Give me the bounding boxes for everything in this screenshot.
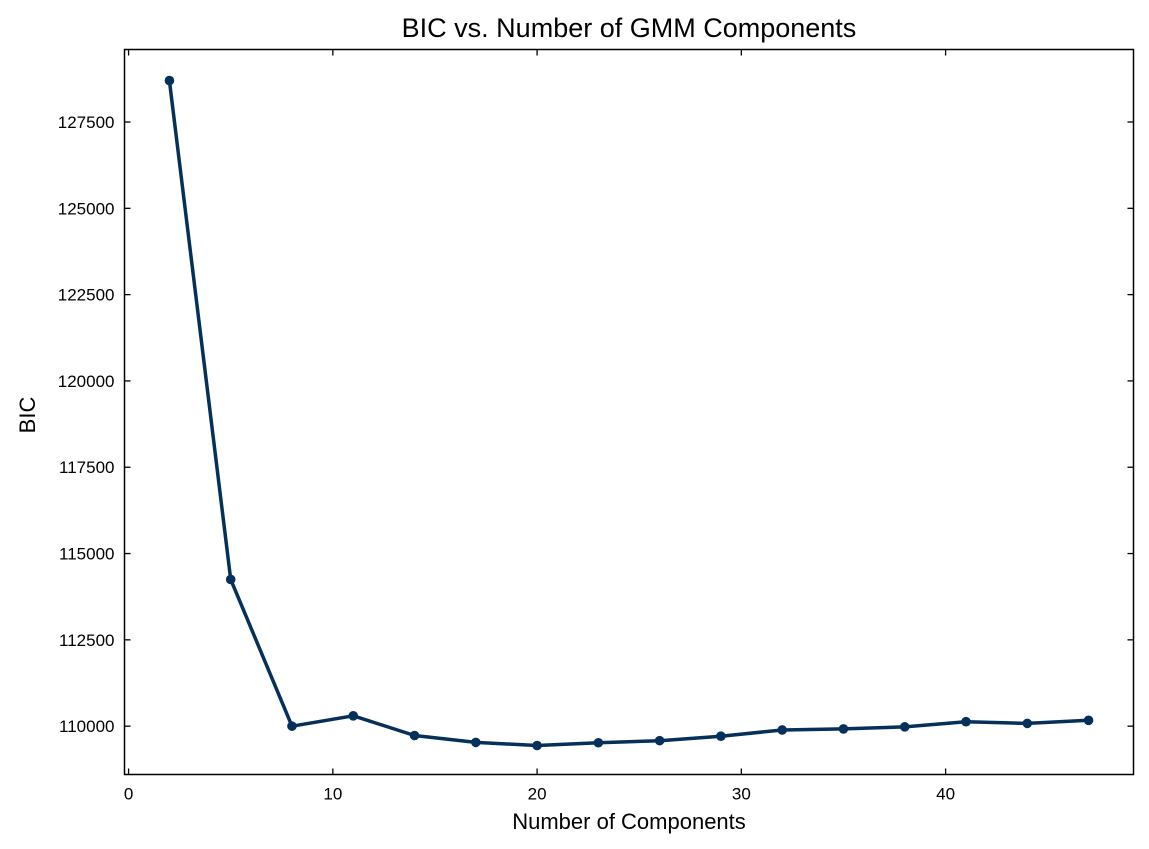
data-point <box>838 724 849 734</box>
data-point <box>654 735 665 746</box>
y-tick-label: 120000 <box>58 372 115 391</box>
data-point <box>961 716 971 727</box>
y-tick-label: 115000 <box>59 545 114 564</box>
x-tick-label: 40 <box>936 785 955 804</box>
data-point <box>1022 718 1033 729</box>
data-point <box>777 725 787 735</box>
data-point <box>716 731 726 741</box>
y-tick-label: 112500 <box>59 631 114 650</box>
y-tick-label: 117500 <box>59 458 114 477</box>
axis-ticks: 0 10 20 30 40 110000 112500 115000 117500 120000 1… <box>58 49 1134 804</box>
data-point <box>899 722 910 732</box>
data-point <box>1083 715 1094 726</box>
data-point <box>348 711 359 721</box>
data-point <box>471 737 481 748</box>
x-axis-label: Number of Components <box>512 809 746 834</box>
data-point <box>593 737 604 748</box>
plot-marks <box>164 75 1094 751</box>
x-tick-label: 10 <box>323 785 342 804</box>
x-tick-label: 0 <box>124 785 133 804</box>
y-tick-label: 125000 <box>58 199 115 218</box>
x-tick-label: 20 <box>528 785 547 804</box>
y-tick-label: 122500 <box>58 286 115 305</box>
y-axis-label: BIC <box>15 397 40 434</box>
data-point <box>287 721 297 731</box>
chart-title: BIC vs. Number of GMM Components <box>402 13 857 43</box>
y-tick-label: 110000 <box>59 717 114 736</box>
x-tick-label: 30 <box>732 785 751 804</box>
plot-frame <box>123 48 1135 776</box>
data-point <box>225 574 236 585</box>
y-tick-label: 127500 <box>58 113 115 132</box>
data-point <box>164 75 175 86</box>
series-line <box>167 78 1091 748</box>
data-point <box>409 730 420 741</box>
data-point <box>532 740 542 751</box>
